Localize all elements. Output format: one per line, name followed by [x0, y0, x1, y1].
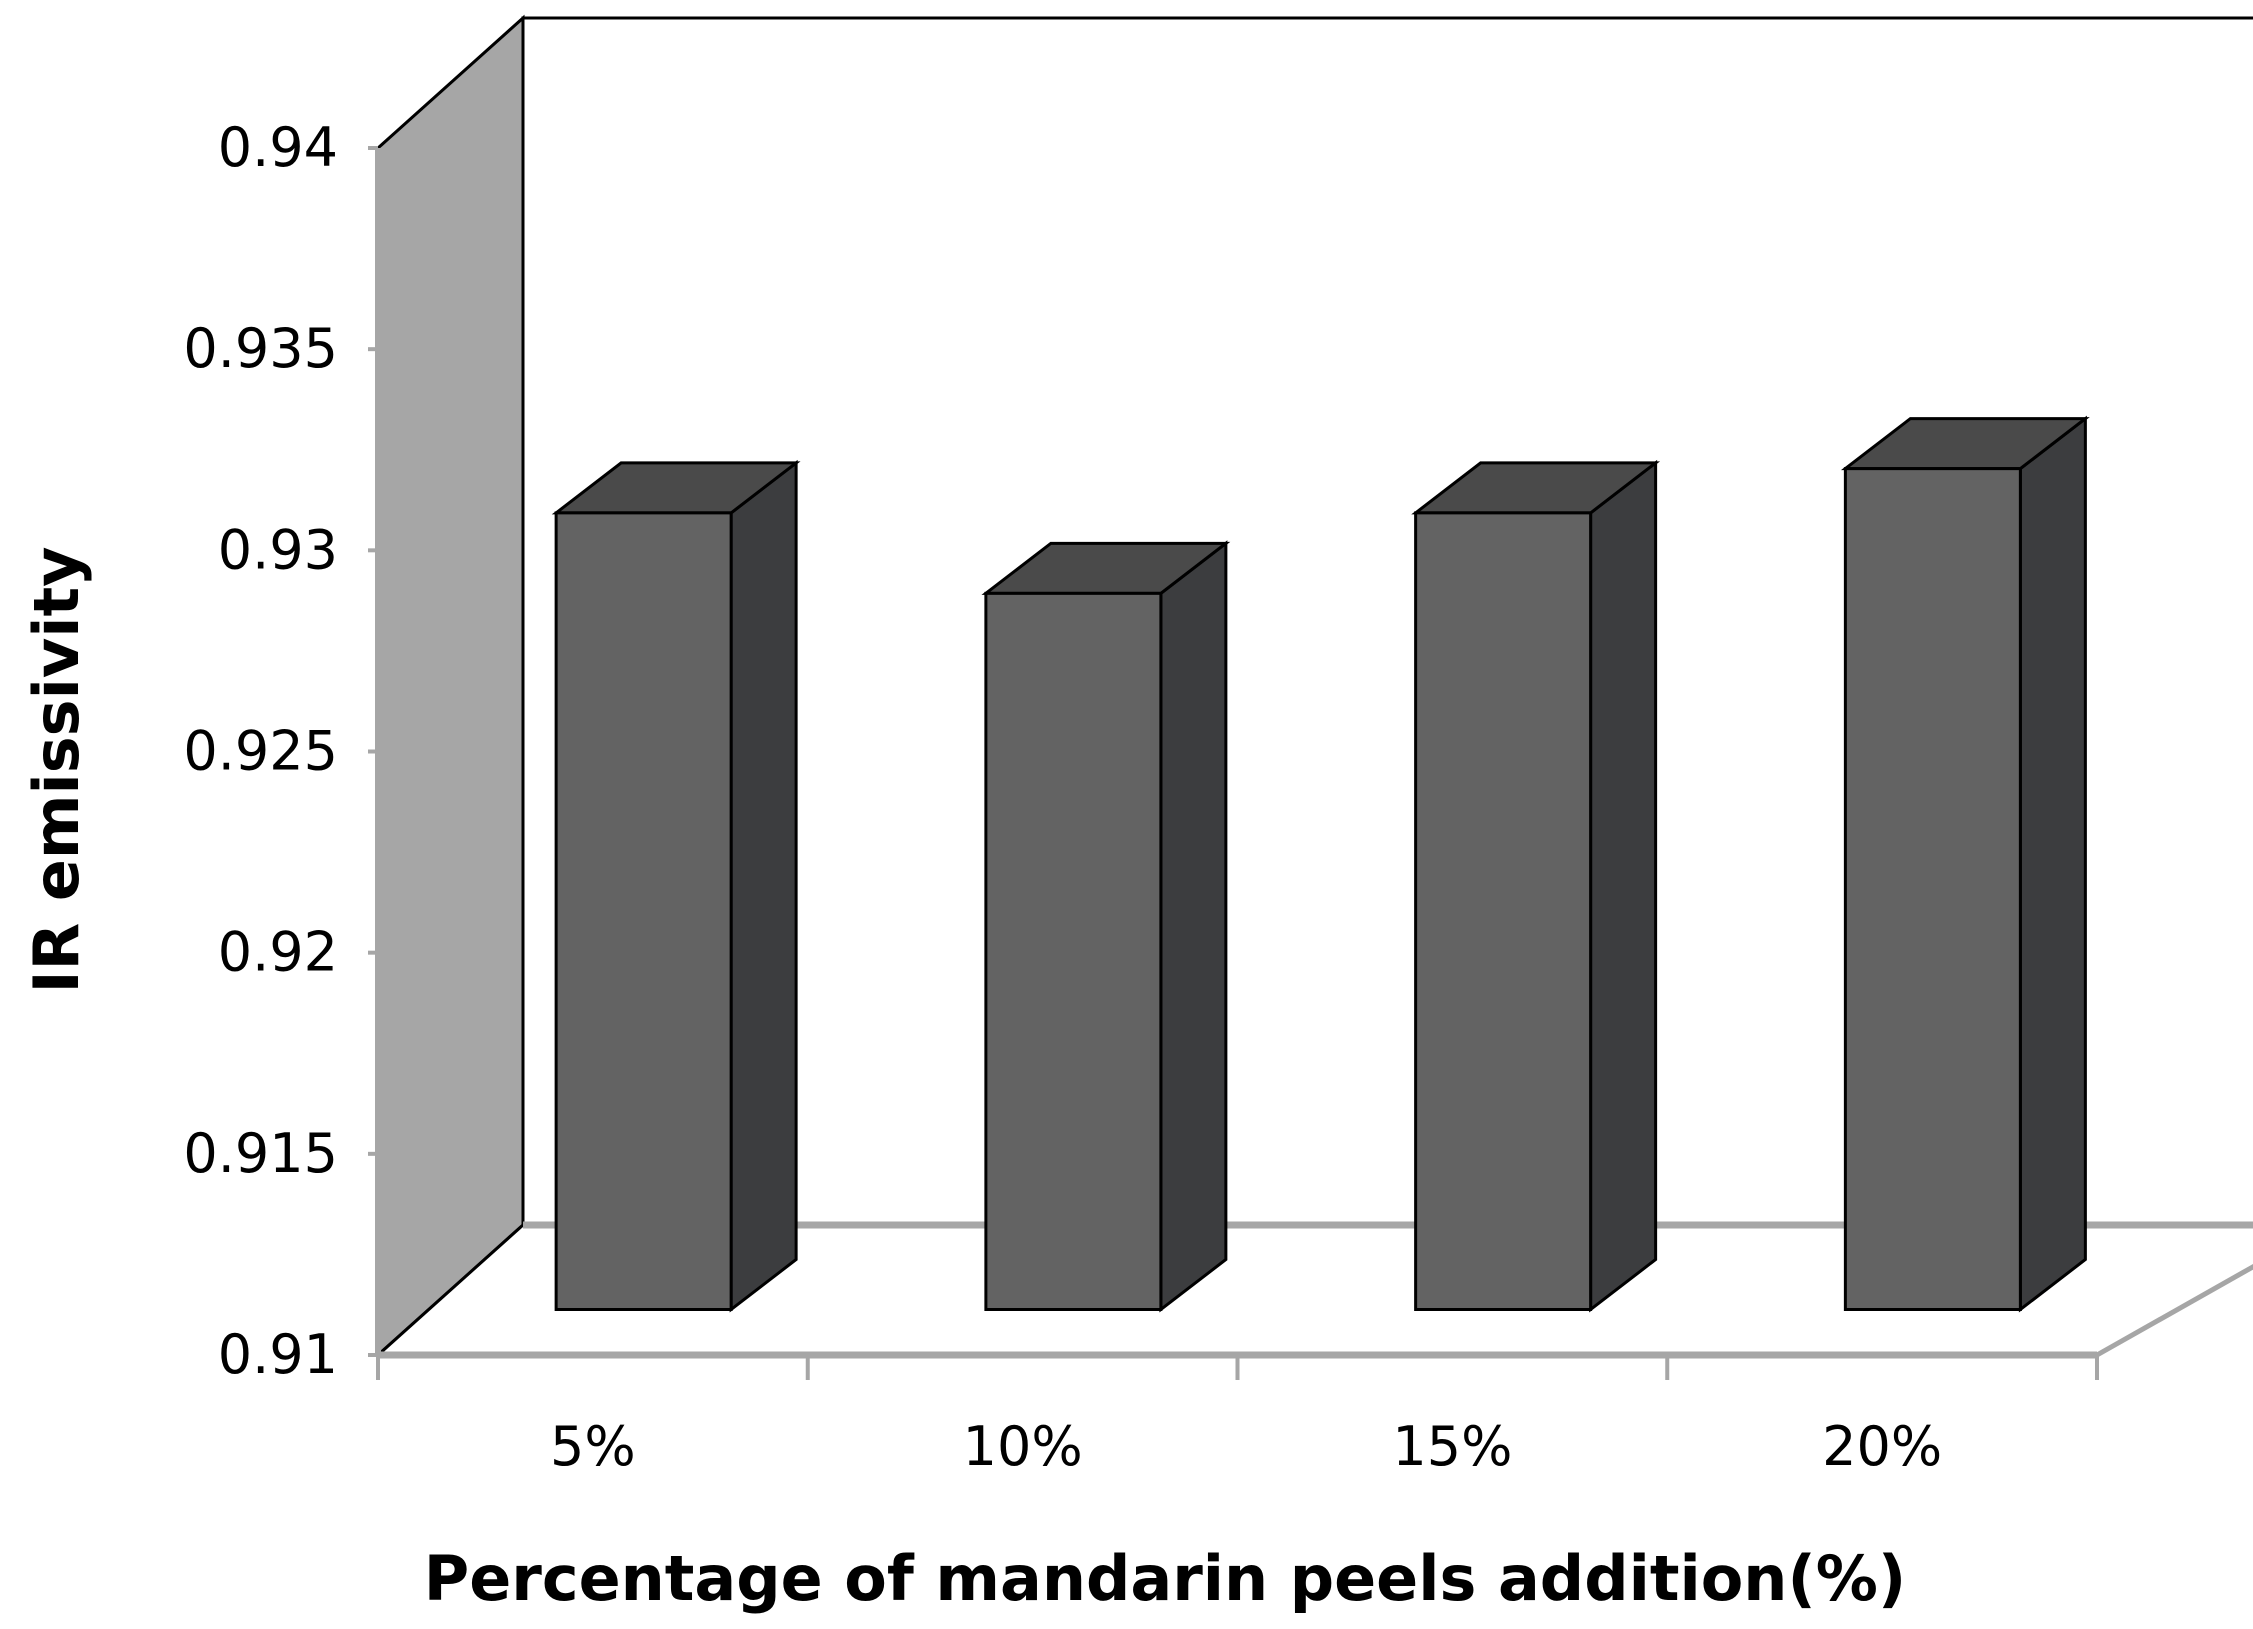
floor [378, 1225, 2253, 1355]
y-axis-title: IR emissivity [20, 546, 93, 993]
bar-side [729, 459, 798, 1313]
tick-marks [368, 146, 2099, 1380]
y-tick-labels: 0.91 0.915 0.92 0.925 0.93 0.935 0.94 [183, 116, 338, 1386]
bar [1840, 415, 2090, 1313]
x-tick-label: 15% [1392, 1415, 1512, 1478]
x-tick-label: 10% [963, 1415, 1083, 1478]
floor-left-edge [376, 1223, 525, 1357]
bar-side [1159, 540, 1228, 1313]
bar-side [2018, 415, 2087, 1313]
x-axis-title: Percentage of mandarin peels addition(%) [424, 1542, 1907, 1615]
bar-front [554, 511, 733, 1311]
bars [551, 415, 2090, 1313]
side-wall [376, 14, 525, 1359]
x-tick-labels: 5% 10% 15% 20% [550, 1415, 1942, 1478]
bar [981, 540, 1231, 1313]
x-tick-label: 5% [550, 1415, 636, 1478]
bar-front [1843, 467, 2022, 1311]
bar-front [984, 591, 1163, 1311]
y-tick-label: 0.92 [218, 921, 338, 984]
back-wall [521, 16, 2253, 1227]
y-tick-label: 0.91 [218, 1323, 338, 1386]
bar-front [1414, 511, 1593, 1311]
bar [1411, 459, 1661, 1313]
x-tick-label: 20% [1822, 1415, 1942, 1478]
y-tick-label: 0.94 [218, 116, 338, 179]
bar [551, 459, 801, 1313]
floor-right-edge [2095, 1263, 2253, 1358]
y-tick-label: 0.935 [183, 317, 338, 380]
y-tick-label: 0.925 [183, 720, 338, 783]
y-tick-label: 0.93 [218, 518, 338, 581]
bar-side [1589, 459, 1658, 1313]
y-tick-label: 0.915 [183, 1122, 338, 1185]
